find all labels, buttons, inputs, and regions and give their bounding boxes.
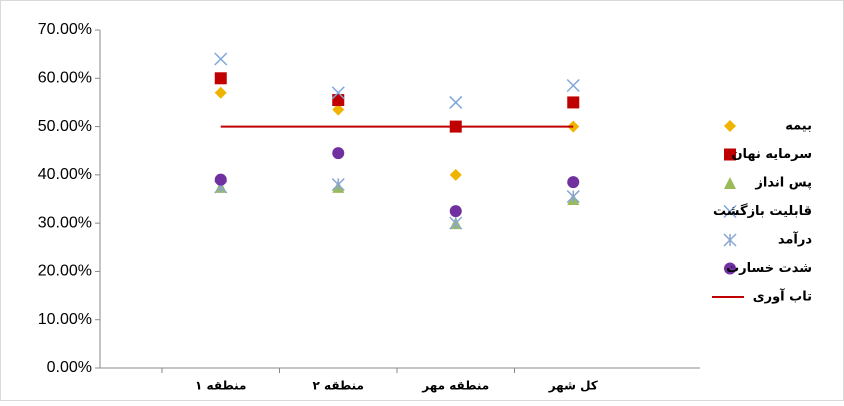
legend-label: قابلیت بازگشت [713, 203, 812, 219]
legend-label: بیمه [785, 119, 812, 134]
x-tick-label: منطقه ۲ [313, 379, 364, 393]
marker-diamond [332, 103, 345, 116]
legend-label: شدت خسارت [726, 261, 812, 276]
marker-diamond [214, 86, 227, 99]
marker-square [724, 148, 736, 161]
legend-label: تاب آوری [753, 288, 812, 305]
y-tick-label: 70.00% [38, 21, 92, 38]
marker-circle [214, 173, 227, 186]
marker-circle [449, 205, 462, 218]
marker-circle [724, 262, 736, 275]
legend-label: درآمد [778, 231, 812, 248]
marker-square [214, 72, 227, 85]
marker-square [332, 94, 345, 107]
legend-label: پس انداز [754, 176, 812, 191]
x-tick-label: کل شهر [548, 379, 598, 393]
marker-star [723, 233, 737, 247]
marker-x [214, 52, 228, 66]
x-tick-label: منطقه مهر [421, 379, 489, 393]
marker-star [331, 177, 345, 192]
y-tick-label: 20.00% [38, 263, 92, 280]
marker-diamond [724, 120, 736, 132]
marker-x [723, 204, 737, 219]
x-tick-label: منطقه ۱ [195, 379, 246, 393]
marker-star [449, 216, 463, 230]
marker-square [567, 96, 580, 109]
y-tick-label: 30.00% [38, 214, 92, 231]
marker-x [449, 95, 463, 109]
y-tick-label: 10.00% [38, 311, 92, 328]
legend-label: سرمایه نهان [731, 147, 812, 162]
y-tick-label: 40.00% [38, 166, 92, 183]
marker-diamond [449, 168, 462, 181]
marker-circle [567, 176, 580, 189]
y-tick-label: 50.00% [38, 118, 92, 135]
marker-triangle [724, 177, 736, 189]
marker-star [566, 190, 580, 204]
marker-circle [332, 147, 345, 160]
marker-x [331, 86, 345, 100]
y-tick-label: 0.00% [47, 359, 92, 376]
y-tick-label: 60.00% [38, 70, 92, 87]
marker-x [566, 78, 580, 93]
